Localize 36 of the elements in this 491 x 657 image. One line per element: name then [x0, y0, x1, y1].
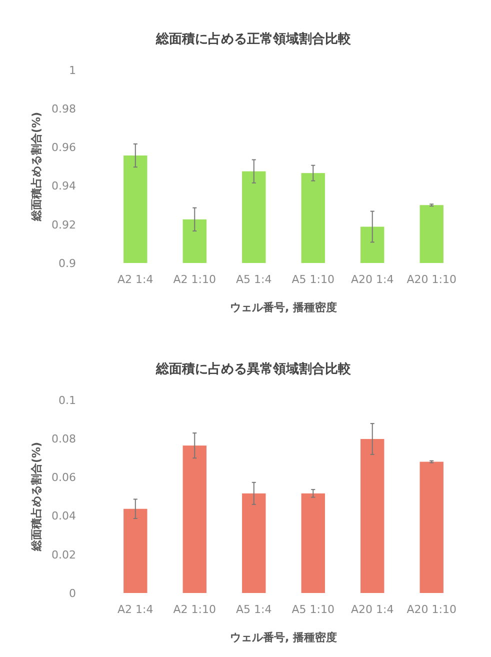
bar: [182, 446, 206, 593]
y-tick-label: 0.06: [52, 471, 76, 484]
y-tick-label: 0.98: [52, 102, 76, 116]
x-axis-title: ウェル番号, 播種密度: [230, 631, 338, 644]
x-tick-label: A20 1:10: [406, 603, 456, 616]
y-tick-label: 0.1: [58, 394, 76, 407]
x-tick-label: A20 1:4: [350, 273, 394, 286]
chart-title: 総面積に占める異常領域割合比較: [155, 361, 352, 377]
x-tick-label: A5 1:10: [292, 603, 334, 616]
bar: [242, 493, 266, 593]
y-tick-label: 0.92: [52, 218, 76, 232]
chart-title: 総面積に占める正常領域割合比較: [155, 31, 352, 47]
x-tick-label: A5 1:4: [236, 603, 272, 616]
bar: [360, 438, 384, 593]
x-tick-label: A20 1:4: [350, 603, 394, 616]
x-tick-label: A5 1:4: [236, 273, 272, 286]
x-tick-label: A5 1:10: [292, 273, 334, 286]
bar: [420, 462, 444, 593]
y-axis-title: 総面積占める割合(%): [30, 442, 43, 552]
x-tick-label: A2 1:10: [173, 273, 216, 286]
y-tick-label: 0.94: [52, 180, 76, 193]
bar: [124, 508, 148, 593]
y-tick-label: 0.02: [52, 548, 76, 562]
y-axis-title: 総面積占める割合(%): [30, 112, 43, 222]
y-tick-label: 0.9: [58, 256, 76, 270]
y-tick-label: 0.96: [52, 141, 76, 154]
x-tick-label: A2 1:4: [118, 273, 154, 286]
x-axis-title: ウェル番号, 播種密度: [230, 301, 338, 314]
x-tick-label: A2 1:4: [118, 603, 154, 616]
y-tick-label: 0.08: [52, 432, 76, 446]
y-tick-label: 0.04: [52, 510, 76, 523]
y-tick-label: 0: [69, 586, 76, 600]
x-tick-label: A20 1:10: [406, 273, 456, 286]
bar: [301, 493, 325, 593]
y-tick-label: 1: [69, 64, 76, 77]
x-tick-label: A2 1:10: [173, 603, 216, 616]
